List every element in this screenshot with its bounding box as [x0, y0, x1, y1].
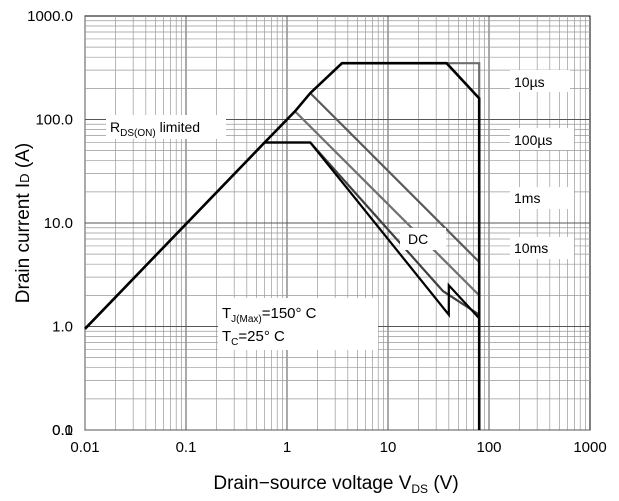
label-rds-on-limited: RDS(ON) limited [110, 119, 200, 139]
y-tick-label: 100.0 [35, 112, 73, 129]
x-tick-label: 10 [380, 439, 397, 456]
x-tick-label: 1000 [573, 439, 606, 456]
y-tick-label: 1.0 [52, 319, 73, 336]
grid [84, 15, 591, 431]
label-1ms: 1ms [514, 190, 540, 206]
tick-labels: 0.01 0.1 1 10 100 10001000.0100.010.01.00.10.… [27, 8, 607, 456]
y-tick-label: 1000.0 [27, 8, 73, 25]
label-bg-10us [510, 70, 570, 92]
label-dc: DC [408, 231, 428, 247]
label-tc: TC=25° C [222, 328, 285, 348]
x-tick-label: 1 [283, 439, 291, 456]
y-tick-label: 0.1 [52, 422, 73, 439]
label-bg-1ms [510, 187, 574, 209]
y-tick-label: 0.0 [52, 422, 73, 439]
label-bg-dc [400, 228, 446, 250]
series-line-5 [84, 61, 481, 430]
label-bg-rds [106, 115, 226, 139]
label-10us: 10µs [514, 74, 545, 90]
series-lines [84, 61, 481, 430]
label-bg-100us [510, 128, 574, 150]
label-100us: 100µs [514, 132, 552, 148]
x-tick-label: 0.01 [70, 439, 99, 456]
y-tick-label: 10.0 [44, 215, 73, 232]
x-tick-label: 100 [476, 439, 501, 456]
x-tick-label: 0.1 [176, 439, 197, 456]
label-10ms: 10ms [514, 240, 548, 256]
x-axis-title: Drain−source voltage VDS (V) [213, 473, 458, 496]
label-bg-temp [218, 298, 378, 350]
y-axis-title: Drain current ID (A) [13, 143, 34, 303]
label-tj-max: TJ(Max)=150° C [222, 305, 317, 325]
label-bg-10ms [510, 237, 574, 259]
